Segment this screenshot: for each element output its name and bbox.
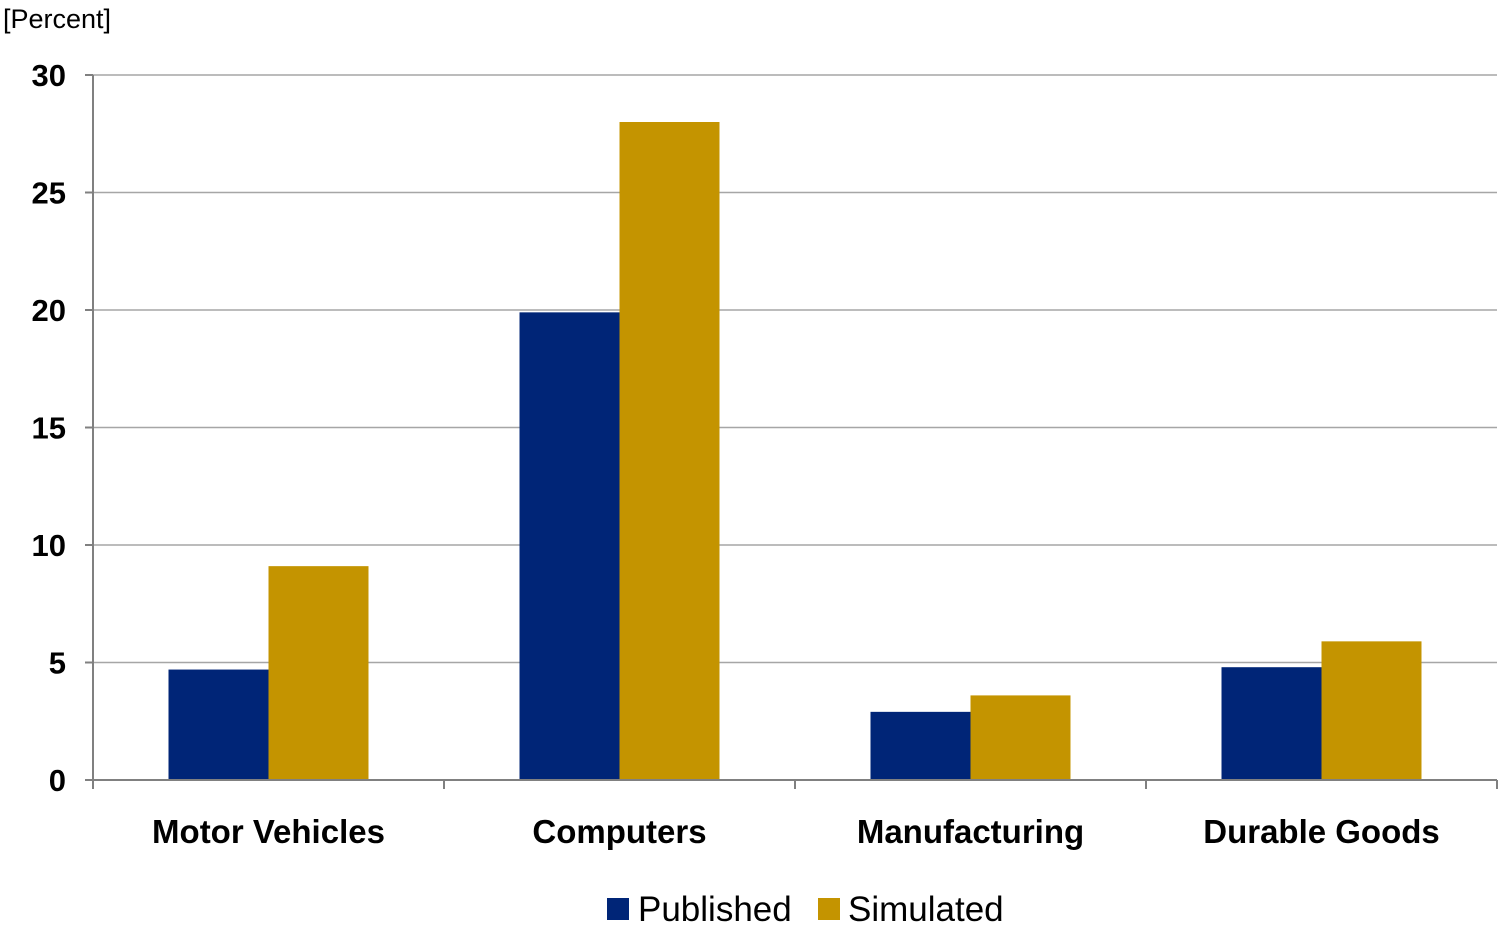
bar-simulated-3 [1321, 641, 1422, 780]
bar-published-3 [1221, 667, 1322, 780]
y-tick-label: 10 [32, 528, 66, 563]
x-tick-label: Durable Goods [1203, 813, 1440, 850]
bar-published-2 [870, 711, 971, 780]
bar-published-1 [519, 312, 620, 780]
bars [168, 122, 1422, 780]
bar-simulated-0 [268, 566, 369, 780]
x-tick-label: Computers [532, 813, 706, 850]
bar-simulated-2 [970, 695, 1071, 780]
legend-label-published: Published [638, 890, 792, 927]
legend-label-simulated: Simulated [848, 890, 1004, 927]
y-tick-label: 15 [32, 411, 66, 446]
y-tick-label: 30 [32, 58, 66, 93]
legend-swatch-published [607, 898, 629, 920]
y-axis-label: [Percent] [3, 4, 111, 34]
y-tick-label: 20 [32, 293, 66, 328]
y-tick-label: 0 [49, 763, 66, 798]
bar-simulated-1 [619, 122, 720, 780]
x-tick-label: Manufacturing [857, 813, 1084, 850]
axes [85, 74, 1498, 789]
x-axis-ticks: Motor Vehicles Computers Manufacturing Dura… [152, 813, 1440, 850]
gridlines [93, 74, 1497, 664]
y-axis-ticks: 0 5 10 15 20 25 30 [32, 58, 66, 798]
y-tick-label: 5 [49, 646, 66, 681]
bar-published-0 [168, 669, 269, 780]
legend-swatch-simulated [818, 898, 840, 920]
legend: Published Simulated [607, 890, 1004, 927]
x-tick-label: Motor Vehicles [152, 813, 385, 850]
y-tick-label: 25 [32, 176, 66, 211]
